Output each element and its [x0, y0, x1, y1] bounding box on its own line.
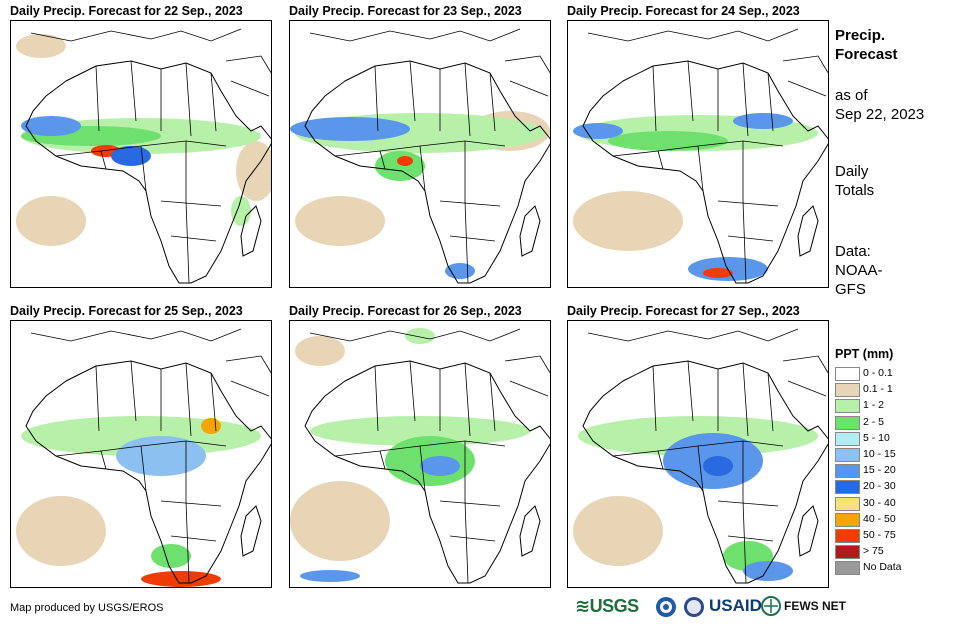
heading-line-2: Forecast: [835, 46, 898, 63]
legend-swatch: [835, 447, 860, 462]
panel-title: Daily Precip. Forecast for 25 Sep., 2023: [10, 304, 243, 318]
data-source-2: GFS: [835, 281, 866, 298]
partner-logos: ≋USGS USAID FEWS NET: [575, 596, 846, 621]
precip-map: [289, 20, 551, 288]
legend-label: 2 - 5: [863, 415, 885, 428]
legend-label: 10 - 15: [863, 447, 896, 460]
heading-line-1: Precip.: [835, 27, 886, 44]
legend-label: > 75: [863, 545, 884, 558]
legend-label: No Data: [863, 561, 902, 574]
africa-map-2: [290, 28, 550, 284]
as-of-date: Sep 22, 2023: [835, 106, 925, 123]
usgs-logo: ≋USGS: [575, 596, 639, 616]
precip-map: [289, 320, 551, 588]
as-of-block: as of Sep 22, 2023: [835, 86, 924, 124]
legend-label: 40 - 50: [863, 512, 896, 525]
legend-label: 15 - 20: [863, 464, 896, 477]
africa-map-4: [16, 328, 271, 587]
legend-swatch: [835, 512, 860, 527]
precip-map: [567, 320, 829, 588]
legend-swatch: [835, 367, 860, 381]
panel-title: Daily Precip. Forecast for 24 Sep., 2023: [567, 4, 800, 18]
legend-swatch: [835, 528, 860, 543]
legend-label: 0 - 0.1: [863, 367, 893, 379]
daily-label: Daily: [835, 163, 869, 180]
legend-label: 5 - 10: [863, 431, 890, 444]
legend-label: 20 - 30: [863, 480, 896, 493]
legend-swatch: [835, 464, 860, 479]
legend-label: 50 - 75: [863, 528, 896, 541]
as-of-label: as of: [835, 87, 868, 104]
usgs-wave-icon: ≋: [575, 596, 590, 616]
africa-map-1: [16, 28, 271, 284]
map-credit: Map produced by USGS/EROS: [10, 602, 164, 614]
legend-swatch: [835, 415, 860, 430]
totals-label: Totals: [835, 182, 875, 199]
fews-net-logo: FEWS NET: [784, 599, 846, 613]
precip-map: [10, 320, 272, 588]
panel-title: Daily Precip. Forecast for 22 Sep., 2023: [10, 4, 243, 18]
panel-title: Daily Precip. Forecast for 26 Sep., 2023: [289, 304, 522, 318]
legend-swatch: [835, 399, 860, 414]
legend-swatch: [835, 545, 860, 560]
seal-logo-icon: [683, 596, 705, 623]
africa-map-3: [573, 28, 828, 284]
noaa-logo-icon: [655, 596, 677, 623]
data-source-block: Data: NOAA- GFS: [835, 242, 883, 299]
legend-swatch: [835, 383, 860, 398]
precip-map: [567, 20, 829, 288]
daily-totals-block: Daily Totals: [835, 162, 874, 200]
panel-title: Daily Precip. Forecast for 23 Sep., 2023: [289, 4, 522, 18]
legend-label: 30 - 40: [863, 496, 896, 509]
legend-label: 1 - 2: [863, 399, 885, 412]
legend-swatch: [835, 496, 860, 511]
panel-title: Daily Precip. Forecast for 27 Sep., 2023: [567, 304, 800, 318]
fews-globe-icon: [761, 596, 781, 621]
legend-title: PPT (mm): [835, 347, 894, 361]
data-source-1: NOAA-: [835, 262, 883, 279]
precip-map: [10, 20, 272, 288]
legend-swatch: [835, 431, 860, 446]
data-label: Data:: [835, 243, 871, 260]
side-heading: Precip. Forecast: [835, 26, 898, 64]
africa-map-5: [290, 328, 550, 584]
legend-swatch: [835, 561, 860, 576]
legend-swatch: [835, 480, 860, 495]
usaid-logo: USAID: [709, 596, 762, 615]
africa-map-6: [573, 328, 828, 584]
legend-label: 0.1 - 1: [863, 383, 893, 396]
